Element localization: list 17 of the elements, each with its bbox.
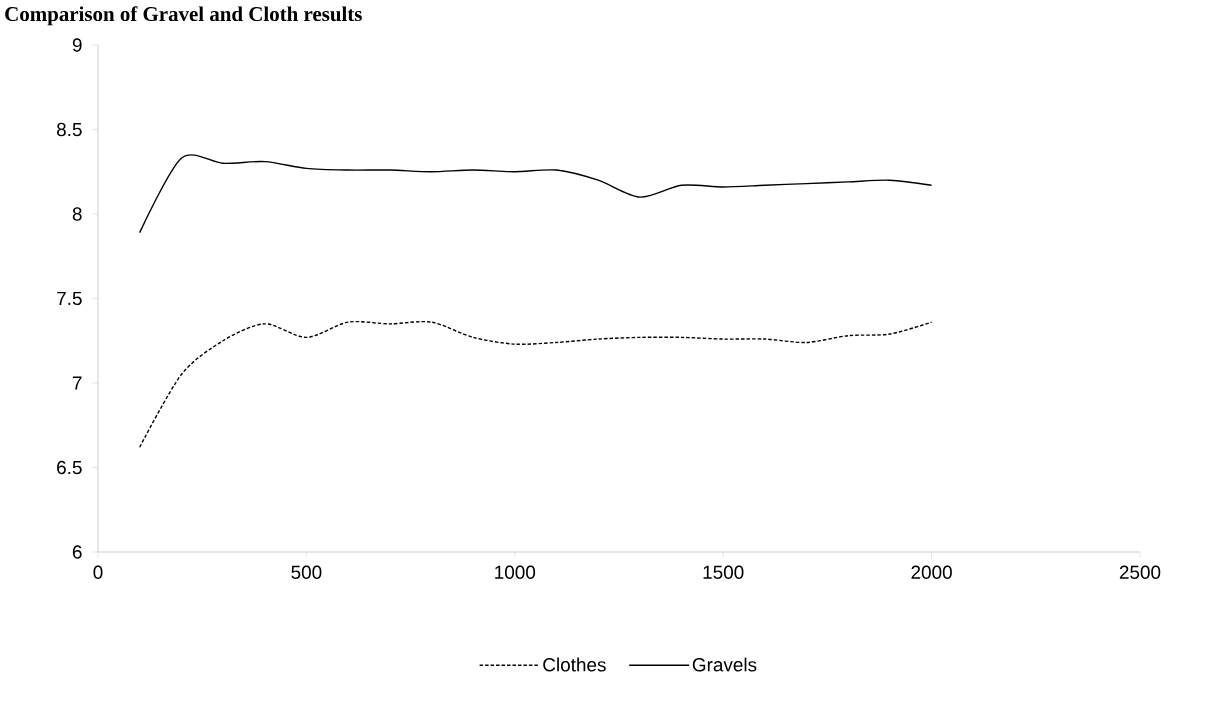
- x-tick-label: 2000: [911, 565, 952, 579]
- y-tick-label: 7: [72, 376, 82, 390]
- y-tick-label: 7.5: [57, 291, 82, 306]
- y-tick-label: 6: [72, 545, 82, 559]
- y-tick-label: 6.5: [57, 460, 82, 475]
- line-series: [138, 320, 933, 448]
- x-tick-label: 1500: [703, 565, 744, 579]
- y-tick-label: 9: [72, 38, 82, 52]
- chart-title: Comparison of Gravel and Cloth results: [5, 6, 362, 26]
- legend-label: Gravels: [692, 657, 757, 672]
- y-tick-label: 8: [72, 207, 82, 221]
- x-tick-label: 1000: [495, 565, 536, 579]
- x-tick-label: 2500: [1119, 565, 1161, 579]
- x-tick-label: 500: [291, 565, 322, 579]
- y-tick-label: 8.5: [56, 122, 82, 137]
- x-tick-label: 0: [93, 565, 103, 579]
- legend-label: Clothes: [543, 657, 606, 672]
